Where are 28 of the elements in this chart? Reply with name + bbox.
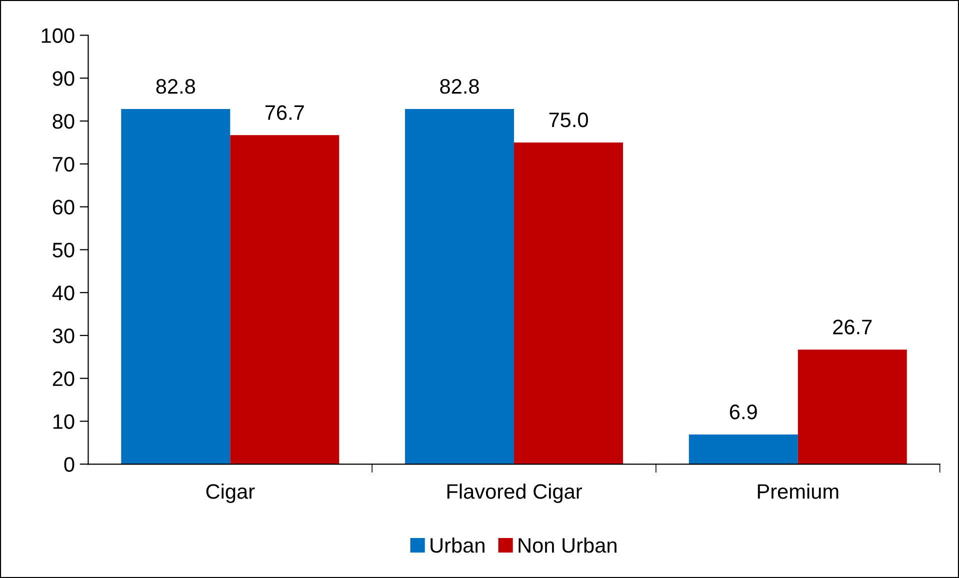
bar [798,350,907,464]
y-tick-label: 80 [52,114,74,129]
bar [121,109,230,464]
y-tick-label: 40 [52,286,74,300]
legend-label: Urban [430,537,484,553]
data-label: 76.7 [265,105,304,120]
data-label: 82.8 [440,79,479,94]
y-tick-label: 100 [42,28,74,44]
y-tick-label: 70 [52,156,74,172]
y-tick-label: 90 [52,71,74,86]
y-tick-label: 60 [52,200,74,215]
x-tick-label: Flavored Cigar [447,484,582,503]
data-label: 6.9 [730,404,757,420]
bar [230,135,340,464]
bar [688,434,798,464]
legend-label: Non Urban [518,537,616,553]
y-tick-label: 30 [52,328,74,344]
y-tick-label: 0 [64,457,74,472]
y-tick-label: 50 [52,242,74,258]
y-tick-label: 10 [53,414,74,429]
x-tick-label: Cigar [206,484,255,503]
x-tick-label: Premium [758,484,838,499]
data-label: 82.8 [156,79,196,94]
y-tick-label: 20 [52,371,74,386]
bar [405,109,514,464]
data-label: 26.7 [833,320,872,334]
bar [514,142,624,464]
data-label: 75.0 [549,112,588,128]
